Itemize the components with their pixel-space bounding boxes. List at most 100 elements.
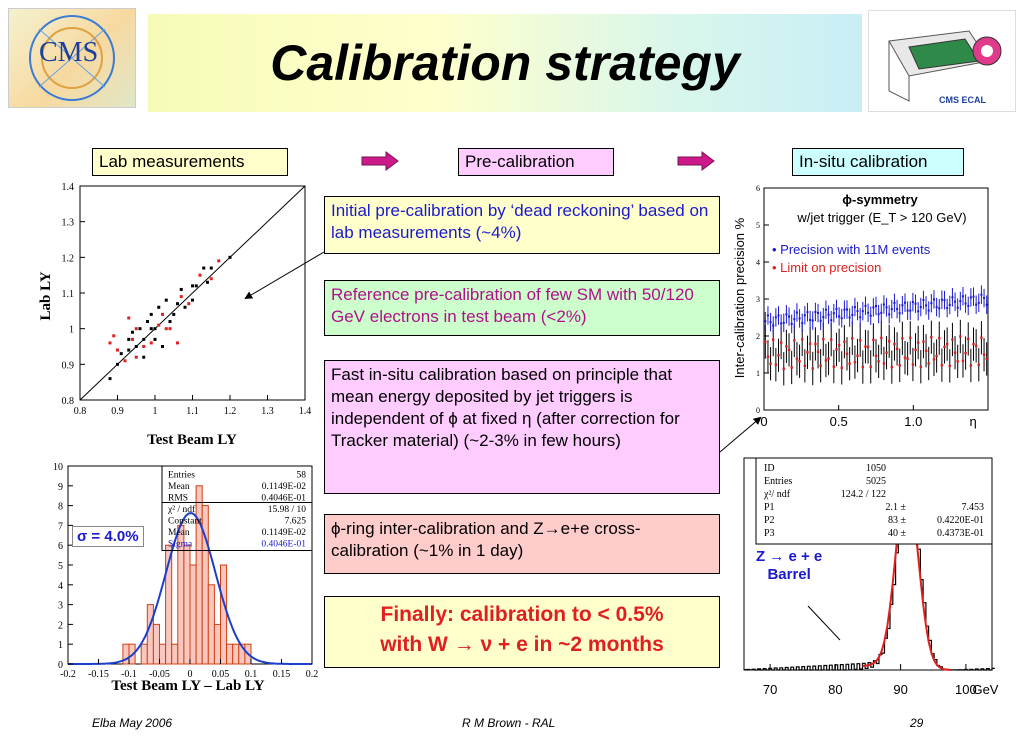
- phi-red-point: [922, 340, 925, 343]
- footer-page-number: 29: [910, 716, 924, 730]
- scatter-point: [209, 266, 213, 270]
- phi-red-point: [943, 345, 946, 349]
- z-stat-value: 83 ±: [888, 515, 907, 526]
- phi-ylabel: Inter-calibration precision %: [732, 217, 747, 378]
- scatter-point: [168, 320, 172, 324]
- hist-xtick-label: -0.05: [149, 669, 170, 680]
- phi-blue-point: [793, 318, 796, 321]
- phi-legend-blue: • Precision with 11M events: [772, 242, 931, 257]
- phi-red-point: [948, 364, 951, 368]
- scatter-point: [191, 284, 194, 288]
- scatter-xtick-label: 0.9: [111, 406, 124, 417]
- phi-blue-point: [980, 293, 983, 296]
- phi-blue-point: [946, 307, 949, 310]
- phi-blue-point: [824, 308, 827, 311]
- phi-red-point: [961, 359, 965, 363]
- phi-blue-point: [822, 316, 825, 319]
- scatter-point: [127, 316, 131, 320]
- scatter-point: [206, 280, 209, 284]
- histogram-plot: 0 1 2 3 4 5 6 7 8 9 10 -0.2 -0.15 -0.1 -0.05 0 0.05 0.1 0…: [53, 462, 318, 694]
- cms-logo-graphic: [29, 15, 115, 101]
- z-stat-name: χ²/ ndf: [763, 489, 791, 500]
- phi-blue-point: [911, 301, 914, 304]
- phi-red-point: [819, 364, 822, 367]
- ecal-logo: CMS ECAL: [868, 10, 1016, 112]
- scatter-ytick-label: 1.1: [62, 289, 75, 300]
- phi-xtick-label: η: [969, 414, 976, 429]
- hist-bar: [152, 623, 161, 665]
- phi-red-point: [938, 336, 941, 340]
- phi-blue-point: [840, 317, 843, 320]
- scatter-point: [142, 345, 146, 348]
- phi-title: ϕ-symmetry: [842, 192, 918, 207]
- phi-red-point: [848, 362, 851, 365]
- scatter-point: [209, 277, 213, 281]
- arrow-to-scatter: [244, 251, 325, 300]
- phi-red-point: [827, 357, 830, 360]
- phi-blue-point: [780, 322, 783, 325]
- phi-blue-point: [766, 314, 769, 317]
- hist-stat-name: Sigma: [168, 540, 193, 550]
- phi-blue-point: [954, 300, 957, 303]
- phi-blue-point: [914, 302, 917, 305]
- z-stat-name: P3: [764, 528, 775, 539]
- hist-ytick-label: 8: [58, 502, 63, 513]
- phi-red-point: [808, 342, 812, 345]
- phi-red-point: [856, 354, 859, 357]
- scatter-point: [157, 323, 161, 327]
- scatter-point: [191, 298, 194, 302]
- scatter-point: [202, 266, 206, 270]
- scatter-point: [127, 348, 131, 352]
- hist-stat-name: Entries: [168, 471, 195, 481]
- scatter-plot: 0.80.911.11.21.31.4 0.8 0.9 1 1.1 1.2 1.3 1.4 …: [38, 182, 311, 448]
- phi-red-point: [895, 347, 899, 351]
- phi-blue-point: [838, 315, 841, 318]
- phi-blue-point: [975, 303, 978, 306]
- z-stat-name: P1: [764, 502, 775, 513]
- phi-blue-point: [932, 298, 935, 301]
- phi-red-point: [795, 357, 799, 360]
- phi-blue-point: [943, 299, 946, 302]
- hist-stat-value: 0.1149E-02: [262, 482, 306, 492]
- phi-red-point: [851, 337, 854, 340]
- phi-red-point: [806, 351, 809, 354]
- phi-red-point: [932, 358, 936, 361]
- scatter-xtick-label: 1.2: [224, 406, 237, 417]
- phi-red-point: [798, 360, 801, 363]
- stage-in-situ-calibration: In-situ calibration: [792, 148, 964, 176]
- scatter-xlabel: Test Beam LY: [147, 432, 237, 448]
- phi-red-point: [803, 364, 807, 368]
- sigma-label: σ = 4.0%: [72, 526, 144, 547]
- hist-xtick-label: 0.15: [273, 669, 291, 680]
- scatter-point: [183, 305, 187, 309]
- phi-blue-point: [961, 295, 964, 298]
- hist-bar: [165, 544, 173, 665]
- scatter-point: [157, 305, 161, 309]
- scatter-xtick-label: 1: [153, 406, 158, 417]
- phi-red-point: [861, 365, 865, 369]
- phi-blue-point: [832, 312, 835, 315]
- phi-blue-point: [938, 307, 941, 310]
- scatter-point: [134, 355, 138, 359]
- phi-blue-point: [851, 313, 854, 316]
- phi-blue-point: [835, 307, 838, 310]
- phi-red-point: [924, 349, 928, 352]
- hist-bar: [159, 643, 167, 665]
- phi-red-point: [764, 340, 767, 344]
- phi-ring-box: ϕ-ring inter-calibration and Z→e+e cross…: [324, 514, 720, 574]
- phi-subtitle: w/jet trigger (E_T > 120 GeV): [796, 210, 966, 225]
- scatter-ytick-label: 1.3: [62, 218, 75, 229]
- scatter-point: [172, 312, 176, 316]
- z-stat-error: 7.453: [962, 502, 985, 513]
- hist-stat-value: 0.4046E-01: [261, 494, 306, 504]
- phi-ytick-label: 6: [756, 184, 760, 193]
- phi-red-point: [911, 363, 915, 366]
- phi-blue-point: [983, 297, 986, 300]
- z-xtick-label: 80: [828, 682, 842, 697]
- hist-xtick-label: 0: [188, 669, 193, 680]
- phi-red-point: [845, 352, 849, 355]
- stage-pre-calibration: Pre-calibration: [458, 148, 614, 176]
- stage-lab-measurements: Lab measurements: [92, 148, 288, 176]
- phi-red-point: [858, 339, 862, 342]
